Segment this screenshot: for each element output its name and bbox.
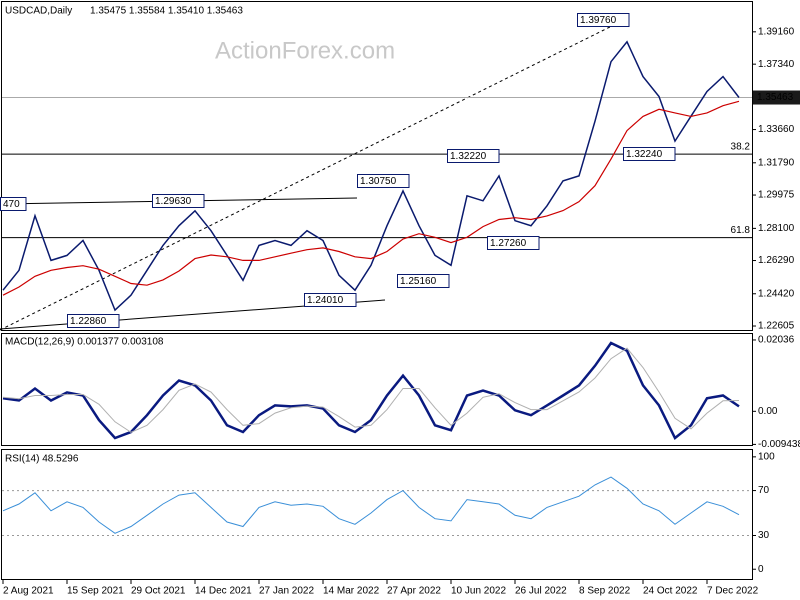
ohlc-label: 1.35475 1.35584 1.35410 1.35463 [90, 6, 243, 17]
last-price-label: 1.35463 [757, 92, 794, 103]
y-tick-label: 100 [758, 451, 775, 462]
series-line [2, 347, 740, 433]
annotation-label: 1.30750 [360, 176, 397, 187]
x-tick-label: 7 Dec 2022 [707, 586, 759, 597]
x-tick-label: 27 Apr 2022 [387, 586, 441, 597]
last-price-box [753, 90, 800, 105]
rsi-title: RSI(14) 48.5296 [5, 454, 79, 465]
x-tick-label: 2 Aug 2021 [3, 586, 54, 597]
annotation-label: 1.25160 [400, 276, 437, 287]
macd-panel [1, 333, 753, 446]
rsi-panel [1, 449, 753, 580]
series-line [2, 341, 740, 440]
x-tick-label: 27 Jan 2022 [259, 586, 314, 597]
x-tick-label: 14 Dec 2021 [195, 586, 252, 597]
y-tick-label: 1.33660 [758, 124, 795, 135]
y-tick-label: 0 [758, 564, 764, 575]
y-tick-label: -0.009438 [758, 439, 800, 450]
series-line [2, 100, 740, 296]
annotation-box [0, 197, 27, 211]
annotation-label: 1.24010 [307, 295, 344, 306]
annotation-box [577, 13, 630, 27]
annotation-box [67, 314, 120, 328]
annotation-box [487, 236, 540, 250]
y-tick-label: 1.39160 [758, 26, 795, 37]
annotation-box [152, 194, 205, 208]
annotation-label: 470 [3, 199, 20, 210]
fib-label: 61.8 [731, 225, 751, 236]
price-panel [1, 1, 753, 331]
trend-line [0, 17, 629, 331]
y-tick-label: 70 [758, 485, 770, 496]
y-tick-label: 1.24420 [758, 288, 795, 299]
y-tick-label: 0.00 [758, 406, 778, 417]
x-tick-label: 26 Jul 2022 [515, 586, 567, 597]
annotation-label: 1.32240 [626, 149, 663, 160]
chart-title: USDCAD,Daily [5, 6, 72, 17]
fib-label: 38.2 [731, 142, 751, 153]
x-tick-label: 29 Oct 2021 [131, 586, 186, 597]
annotation-box [447, 149, 500, 163]
y-tick-label: 1.28100 [758, 223, 795, 234]
y-tick-label: 1.22605 [758, 321, 795, 332]
annotation-label: 1.39760 [580, 15, 617, 26]
y-tick-label: 1.37340 [758, 59, 795, 70]
series-line [2, 40, 740, 312]
x-tick-label: 8 Sep 2022 [579, 586, 631, 597]
annotation-label: 1.22860 [70, 316, 107, 327]
series-line [2, 476, 740, 534]
y-tick-label: 1.26290 [758, 255, 795, 266]
annotation-label: 1.32220 [450, 151, 487, 162]
y-tick-label: 1.29975 [758, 190, 795, 201]
annotation-label: 1.27260 [490, 238, 527, 249]
annotation-box [304, 293, 357, 307]
x-tick-label: 14 Mar 2022 [323, 586, 380, 597]
macd-title: MACD(12,26,9) 0.001377 0.003108 [5, 337, 164, 348]
annotation-box [357, 174, 410, 188]
watermark: ActionForex.com [215, 37, 395, 64]
annotation-label: 1.29630 [155, 196, 192, 207]
y-tick-label: 30 [758, 530, 770, 541]
x-tick-label: 24 Oct 2022 [643, 586, 698, 597]
y-tick-label: 0.02036 [758, 335, 795, 346]
x-tick-label: 10 Jun 2022 [451, 586, 506, 597]
annotation-box [397, 274, 450, 288]
y-tick-label: 1.31790 [758, 157, 795, 168]
x-tick-label: 15 Sep 2021 [67, 586, 124, 597]
annotation-box [623, 147, 676, 161]
